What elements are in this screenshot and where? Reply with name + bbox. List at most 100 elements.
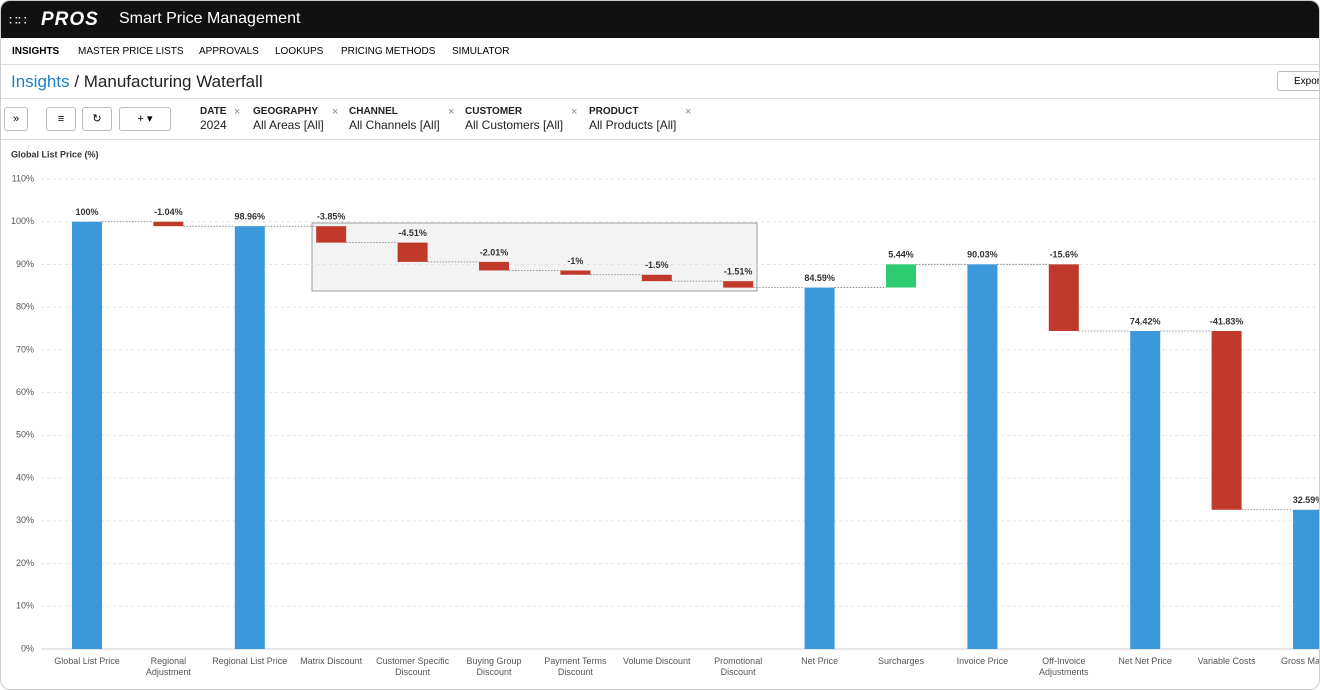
x-tick-label: Volume Discount xyxy=(623,656,691,666)
data-label: 84.59% xyxy=(804,273,835,283)
filter-remove[interactable]: × xyxy=(332,106,339,118)
data-label: -1% xyxy=(567,256,583,266)
breadcrumb-link[interactable]: Insights xyxy=(11,72,70,91)
y-tick-label: 10% xyxy=(16,601,34,611)
export-button[interactable]: Export xyxy=(1277,71,1319,91)
data-label: -1.5% xyxy=(645,260,669,270)
filter-name: PRODUCT xyxy=(589,106,639,117)
x-tick-label: Promotional Discount xyxy=(714,656,763,677)
data-label: -1.51% xyxy=(724,267,753,277)
bar xyxy=(723,281,754,288)
bar xyxy=(479,261,509,271)
nav-item[interactable]: PRICING METHODS xyxy=(341,46,436,57)
y-tick-label: 90% xyxy=(16,259,34,269)
filter-remove[interactable]: × xyxy=(448,106,455,118)
refresh-button[interactable]: ↻ xyxy=(82,107,112,131)
x-tick-label: Gross Margin xyxy=(1280,656,1320,666)
filter[interactable]: CUSTOMER All Customers [All] xyxy=(465,106,563,132)
y-tick-label: 60% xyxy=(16,387,34,397)
x-tick-label: Customer Specific Discount xyxy=(376,656,450,677)
nav-item[interactable]: LOOKUPS xyxy=(275,46,324,57)
filter-name: CUSTOMER xyxy=(465,106,523,117)
x-tick-label: Invoice Price xyxy=(956,656,1009,666)
nav-item[interactable]: SIMULATOR xyxy=(452,46,510,57)
y-tick-label: 30% xyxy=(16,515,34,525)
data-label: 100% xyxy=(75,207,98,217)
bar xyxy=(1130,331,1161,649)
bar xyxy=(641,274,672,282)
x-tick-label: Global List Price xyxy=(54,656,120,666)
filter-value: All Products [All] xyxy=(589,118,677,132)
bar xyxy=(234,226,265,649)
data-label: -3.85% xyxy=(317,212,346,222)
bar xyxy=(560,270,591,275)
y-tick-label: 100% xyxy=(11,216,34,226)
data-label: 32.59% xyxy=(1293,495,1320,505)
y-tick-label: 80% xyxy=(16,302,34,312)
x-tick-label: Off-Invoice Adjustments xyxy=(1039,656,1089,677)
bar xyxy=(967,264,998,649)
y-tick-label: 0% xyxy=(21,643,34,653)
bar xyxy=(153,221,184,227)
data-label: 74.42% xyxy=(1130,316,1161,326)
apps-icon[interactable]: ∷∷ xyxy=(9,12,27,28)
filter[interactable]: PRODUCT All Products [All] xyxy=(589,106,676,132)
data-label: -2.01% xyxy=(480,247,509,257)
x-tick-label: Regional Adjustment xyxy=(145,656,191,677)
x-tick-label: Regional List Price xyxy=(212,656,288,666)
filter-value: All Customers [All] xyxy=(465,118,564,132)
data-label: -41.83% xyxy=(1210,316,1244,326)
bar xyxy=(886,264,916,288)
brand: PROS xyxy=(41,9,99,30)
settings-button[interactable]: ≡ xyxy=(46,107,76,131)
breadcrumb: Insights / Manufacturing Waterfall xyxy=(11,72,263,92)
filter-value: 2024 xyxy=(200,118,227,132)
filter-remove[interactable]: × xyxy=(571,106,578,118)
x-tick-label: Matrix Discount xyxy=(300,656,363,666)
data-label: 90.03% xyxy=(967,250,998,260)
nav-item[interactable]: MASTER PRICE LISTS xyxy=(78,46,184,57)
nav-item[interactable]: INSIGHTS xyxy=(12,46,60,57)
bar xyxy=(316,226,347,243)
y-tick-label: 40% xyxy=(16,472,34,482)
filter[interactable]: CHANNEL All Channels [All] xyxy=(349,106,440,132)
x-tick-label: Net Price xyxy=(801,656,839,666)
data-label: 5.44% xyxy=(888,250,914,260)
filter-value: All Areas [All] xyxy=(253,118,324,132)
bar xyxy=(72,221,102,649)
filter-bar: » ≡ ↻ + ▾ DATE 2024 × GEOGRAPHY All Areas [A… xyxy=(1,98,1319,140)
nav-item[interactable]: APPROVALS xyxy=(199,46,259,57)
bar xyxy=(1048,264,1079,331)
selection-box xyxy=(311,222,758,292)
data-label: 98.96% xyxy=(235,212,266,222)
filter-name: GEOGRAPHY xyxy=(253,106,319,117)
filter-name: CHANNEL xyxy=(349,106,398,117)
y-tick-label: 70% xyxy=(16,344,34,354)
bar xyxy=(1211,331,1242,510)
x-tick-label: Buying Group Discount xyxy=(466,656,522,677)
y-axis-label: Global List Price (%) xyxy=(11,149,99,159)
y-tick-label: 110% xyxy=(12,173,34,183)
filter[interactable]: DATE 2024 xyxy=(200,106,227,132)
y-tick-label: 50% xyxy=(16,430,34,440)
top-bar: ∷∷ PROS Smart Price Management xyxy=(1,1,1319,38)
filter[interactable]: GEOGRAPHY All Areas [All] xyxy=(253,106,324,132)
data-label: -15.6% xyxy=(1050,250,1079,260)
breadcrumb-current: / Manufacturing Waterfall xyxy=(74,72,263,91)
x-tick-label: Surcharges xyxy=(877,656,925,666)
filter-remove[interactable]: × xyxy=(685,106,692,118)
data-label: -4.51% xyxy=(398,228,427,238)
nav-bar: INSIGHTS MASTER PRICE LISTS APPROVALS LOOKU… xyxy=(1,38,1319,65)
expand-button[interactable]: » xyxy=(4,107,28,131)
x-tick-label: Net Net Price xyxy=(1118,656,1172,666)
app-title: Smart Price Management xyxy=(119,10,301,27)
bar xyxy=(397,242,428,262)
data-label: -1.04% xyxy=(154,207,183,217)
bar xyxy=(804,287,835,649)
filter-remove[interactable]: × xyxy=(234,106,241,118)
filter-name: DATE xyxy=(200,106,227,117)
add-button[interactable]: + ▾ xyxy=(119,107,171,131)
chart: Global List Price (%) 0% 10% 20% 30% 40% 50% 6… xyxy=(11,149,1320,653)
x-tick-label: Payment Terms Discount xyxy=(544,656,607,677)
